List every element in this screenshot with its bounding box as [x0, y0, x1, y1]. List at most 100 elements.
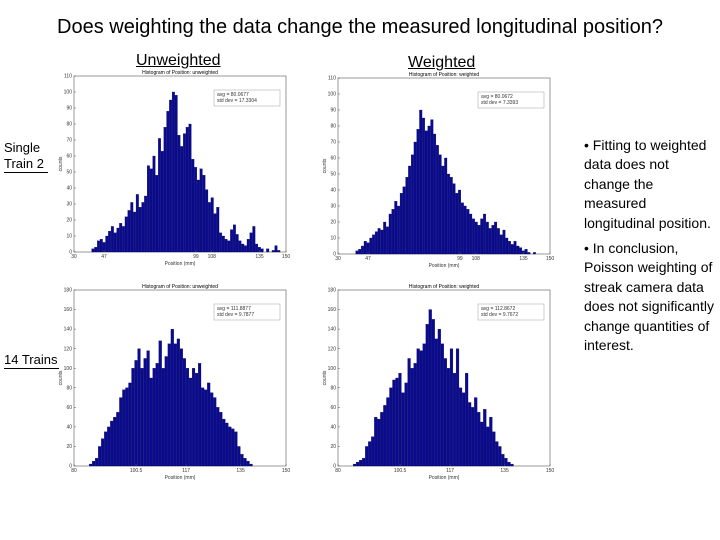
histogram-bar	[152, 155, 156, 253]
histogram-bar	[188, 377, 193, 467]
y-tick-label: 70	[66, 138, 72, 144]
y-tick-label: 80	[66, 122, 72, 128]
histogram-bar	[440, 343, 444, 467]
histogram-bar	[501, 454, 505, 467]
x-tick-label: 117	[182, 468, 190, 474]
histogram-bar	[177, 135, 181, 253]
bullet-conclusion: • In conclusion, Poisson weighting of st…	[584, 240, 714, 354]
histogram-bar	[397, 205, 400, 255]
y-tick-label: 20	[66, 444, 72, 450]
x-tick-label: 150	[546, 468, 555, 474]
histogram-bar	[398, 372, 402, 467]
y-tick-label: 140	[328, 327, 337, 333]
histogram-bar	[163, 127, 167, 253]
stats-box	[477, 91, 545, 109]
stats-box	[213, 89, 281, 107]
histogram-bar	[483, 409, 487, 467]
histogram-bar	[495, 441, 499, 467]
histogram-bar	[455, 348, 460, 467]
histogram-bar	[504, 458, 508, 467]
histogram-bar	[130, 202, 134, 253]
histogram-bar	[188, 123, 192, 253]
histogram-bar	[459, 387, 463, 467]
histogram-bar	[474, 397, 478, 467]
y-tick-label: 140	[64, 327, 73, 333]
y-tick-label: 60	[66, 405, 72, 411]
histogram-bar	[92, 460, 96, 467]
histogram-bar	[383, 221, 387, 255]
y-tick-label: 20	[330, 220, 336, 226]
y-tick-label: 10	[330, 236, 336, 242]
histogram-bar	[185, 127, 189, 253]
histogram-bar	[171, 91, 175, 253]
histogram-bar	[399, 193, 403, 255]
histogram-bar	[513, 241, 517, 255]
histogram-bar	[252, 226, 256, 253]
histogram-bar	[180, 146, 184, 253]
histogram-bar	[361, 245, 364, 255]
histogram-bar	[146, 350, 150, 467]
histogram-bar	[359, 460, 363, 467]
histogram-bar	[122, 226, 125, 253]
histogram-bar	[449, 348, 454, 467]
histogram-bar	[377, 418, 381, 467]
x-tick-label: 108	[208, 254, 217, 260]
histogram-bar	[244, 245, 247, 253]
histogram-bar	[108, 231, 112, 253]
histogram-bar	[508, 241, 511, 255]
stats-text: std dev = 7.3393	[481, 100, 518, 106]
y-tick-label: 110	[64, 74, 72, 80]
x-tick-label: 150	[546, 256, 555, 262]
histogram-bar	[161, 368, 165, 467]
y-tick-label: 40	[66, 424, 72, 430]
stats-text: avg = 80.0672	[481, 94, 513, 100]
histogram-bar	[216, 207, 220, 253]
histogram-bar	[158, 138, 161, 253]
histogram-bar	[374, 416, 378, 467]
histogram-bar	[386, 397, 390, 467]
histogram-bar	[167, 343, 171, 467]
y-tick-label: 0	[69, 250, 72, 256]
histogram-bar	[234, 431, 238, 467]
x-tick-label: 30	[71, 254, 77, 260]
histogram-bar	[238, 240, 242, 253]
x-tick-label: 80	[71, 468, 77, 474]
histogram-bar	[411, 154, 414, 255]
slide-title: Does weighting the data change the measu…	[57, 16, 663, 38]
histogram-bar	[183, 133, 186, 253]
histogram-bar	[446, 368, 450, 467]
histogram-bar	[486, 426, 490, 467]
histogram-bar	[122, 389, 126, 467]
histogram-bar	[516, 245, 520, 255]
histogram-bar	[377, 228, 381, 255]
y-tick-label: 160	[64, 307, 73, 313]
histogram-bar	[380, 412, 384, 467]
histogram-bar	[176, 338, 180, 467]
histogram-bar	[237, 446, 241, 467]
chart-title: Histogram of Position: weighted	[409, 72, 480, 78]
y-tick-label: 40	[66, 186, 72, 192]
histogram-bar	[216, 407, 220, 467]
chart-weighted-14-trains: Histogram of Position: weighted counts 0 20…	[320, 280, 560, 486]
x-axis-label: Position (mm)	[165, 475, 196, 481]
histogram-bar	[147, 165, 150, 253]
histogram-bar	[173, 343, 177, 467]
y-tick-label: 60	[330, 156, 336, 162]
histogram-bar	[95, 458, 99, 467]
y-tick-label: 30	[330, 204, 336, 210]
histogram-bar	[407, 358, 411, 467]
y-tick-label: 110	[328, 76, 336, 82]
x-tick-label: 150	[282, 468, 291, 474]
histogram-bar	[274, 245, 278, 253]
histogram-bar	[230, 229, 234, 253]
y-tick-label: 180	[64, 288, 73, 294]
histogram-bar	[485, 221, 489, 255]
histogram-bar	[498, 446, 502, 467]
y-axis-label: counts	[58, 370, 64, 385]
histogram-bar	[425, 324, 429, 467]
histogram-bar	[477, 225, 481, 255]
histogram-bar	[405, 177, 409, 255]
histogram-bar	[170, 328, 174, 467]
histogram-bar	[131, 368, 135, 467]
histogram-bar	[408, 165, 412, 255]
